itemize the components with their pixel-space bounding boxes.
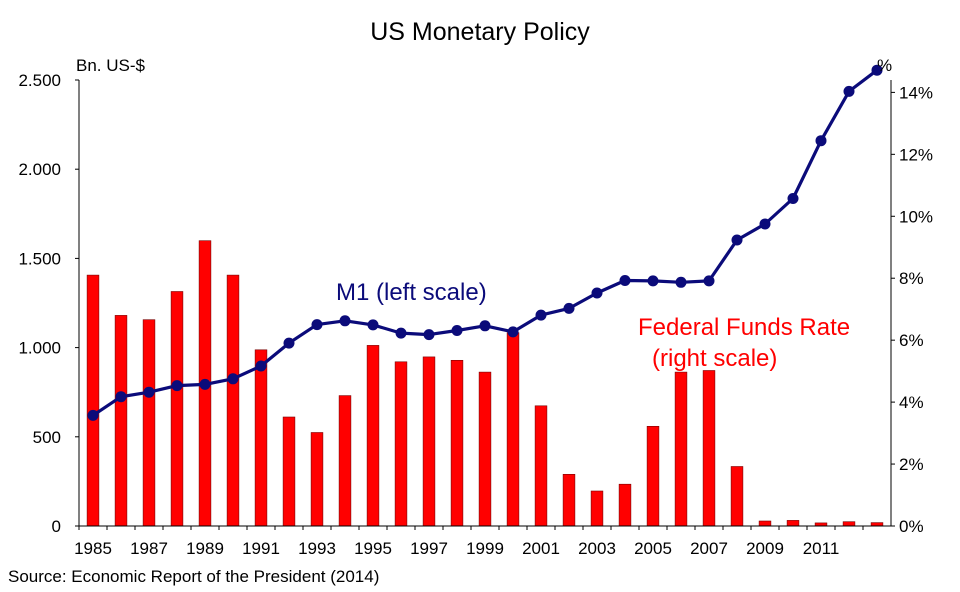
m1-point	[171, 380, 183, 392]
m1-point	[647, 275, 659, 287]
m1-point	[199, 378, 211, 390]
ffr-bar	[86, 274, 100, 527]
axes	[75, 79, 895, 530]
left-axis-unit: Bn. US-$	[76, 56, 145, 75]
x-tick-label: 2007	[690, 539, 728, 558]
ffr-bar	[338, 395, 352, 527]
m1-point	[115, 391, 127, 403]
m1-point	[283, 337, 295, 349]
right-tick-label: 12%	[899, 145, 933, 164]
ffr-bar	[870, 522, 884, 527]
x-tick-label: 2003	[578, 539, 616, 558]
m1-point	[227, 373, 239, 385]
m1-annotation: M1 (left scale)	[336, 279, 487, 306]
ffr-annotation-line2: (right scale)	[652, 345, 777, 372]
x-tick-label: 1995	[354, 539, 392, 558]
x-tick-label: 1993	[298, 539, 336, 558]
m1-point	[759, 218, 771, 230]
ffr-bar	[590, 490, 604, 527]
x-tick-label: 1997	[410, 539, 448, 558]
ffr-bar	[646, 425, 660, 527]
ffr-bar	[282, 416, 296, 527]
ffr-bar	[758, 520, 772, 527]
ffr-bar	[786, 520, 800, 527]
ffr-bar	[478, 371, 492, 527]
m1-point	[535, 309, 547, 321]
m1-point	[339, 315, 351, 327]
left-tick-label: 0	[52, 517, 61, 536]
ffr-bar	[114, 315, 128, 527]
x-tick-label: 1999	[466, 539, 504, 558]
right-tick-label: 6%	[899, 331, 924, 350]
m1-point	[703, 275, 715, 287]
x-tick-label: 2009	[746, 539, 784, 558]
ffr-bar	[394, 361, 408, 527]
ffr-bar	[562, 473, 576, 527]
left-tick-label: 1.500	[18, 249, 61, 268]
m1-point	[731, 234, 743, 246]
ffr-bar	[842, 521, 856, 527]
right-tick-label: 8%	[899, 269, 924, 288]
m1-point	[815, 135, 827, 147]
ffr-bar	[506, 332, 520, 527]
ffr-bar	[730, 466, 744, 527]
right-tick-label: 4%	[899, 393, 924, 412]
m1-point	[423, 329, 435, 341]
left-tick-label: 500	[33, 428, 61, 447]
chart-title: US Monetary Policy	[370, 18, 590, 46]
left-tick-label: 2.000	[18, 160, 61, 179]
left-tick-label: 1.000	[18, 339, 61, 358]
m1-point	[871, 64, 883, 76]
m1-series	[87, 64, 883, 421]
m1-point	[395, 327, 407, 339]
ffr-bar	[226, 274, 240, 527]
m1-point	[311, 319, 323, 331]
right-tick-label: 2%	[899, 455, 924, 474]
x-tick-label: 2005	[634, 539, 672, 558]
ffr-bar	[142, 319, 156, 527]
m1-point	[479, 320, 491, 332]
x-tick-label: 1987	[130, 539, 168, 558]
ffr-bar	[618, 483, 632, 527]
source-note: Source: Economic Report of the President…	[8, 567, 380, 586]
m1-point	[143, 386, 155, 398]
ffr-bar	[534, 405, 548, 527]
right-tick-label: 0%	[899, 517, 924, 536]
ffr-bar	[310, 432, 324, 527]
tick-labels: 0 500 1.000 1.500 2.000 2.500 0% 2% 4% 6% 8% 10% 12%…	[18, 71, 933, 558]
ffr-bar	[422, 356, 436, 527]
m1-point	[787, 193, 799, 204]
m1-point	[451, 325, 463, 336]
ffr-bar	[450, 359, 464, 527]
ffr-bar	[366, 345, 380, 527]
x-tick-label: 1985	[74, 539, 112, 558]
x-tick-label: 1991	[242, 539, 280, 558]
ffr-bar	[170, 291, 184, 527]
m1-point	[255, 360, 267, 372]
m1-point	[367, 319, 379, 331]
left-tick-label: 2.500	[18, 71, 61, 90]
m1-point	[675, 276, 687, 288]
ffr-annotation-line1: Federal Funds Rate	[638, 314, 850, 341]
x-tick-label: 2001	[522, 539, 560, 558]
ffr-bars	[86, 240, 884, 527]
m1-point	[619, 275, 631, 286]
m1-point	[591, 287, 603, 299]
m1-point	[843, 85, 855, 97]
ffr-bar	[674, 371, 688, 527]
m1-point	[87, 409, 99, 421]
ffr-bar	[702, 370, 716, 527]
m1-point	[563, 302, 575, 314]
x-tick-label: 1989	[186, 539, 224, 558]
right-tick-label: 10%	[899, 207, 933, 226]
x-tick-label: 2011	[803, 539, 840, 558]
ffr-bar	[254, 349, 268, 527]
right-axis-unit: %	[877, 56, 893, 75]
m1-point	[507, 326, 519, 338]
right-tick-label: 14%	[899, 83, 933, 102]
